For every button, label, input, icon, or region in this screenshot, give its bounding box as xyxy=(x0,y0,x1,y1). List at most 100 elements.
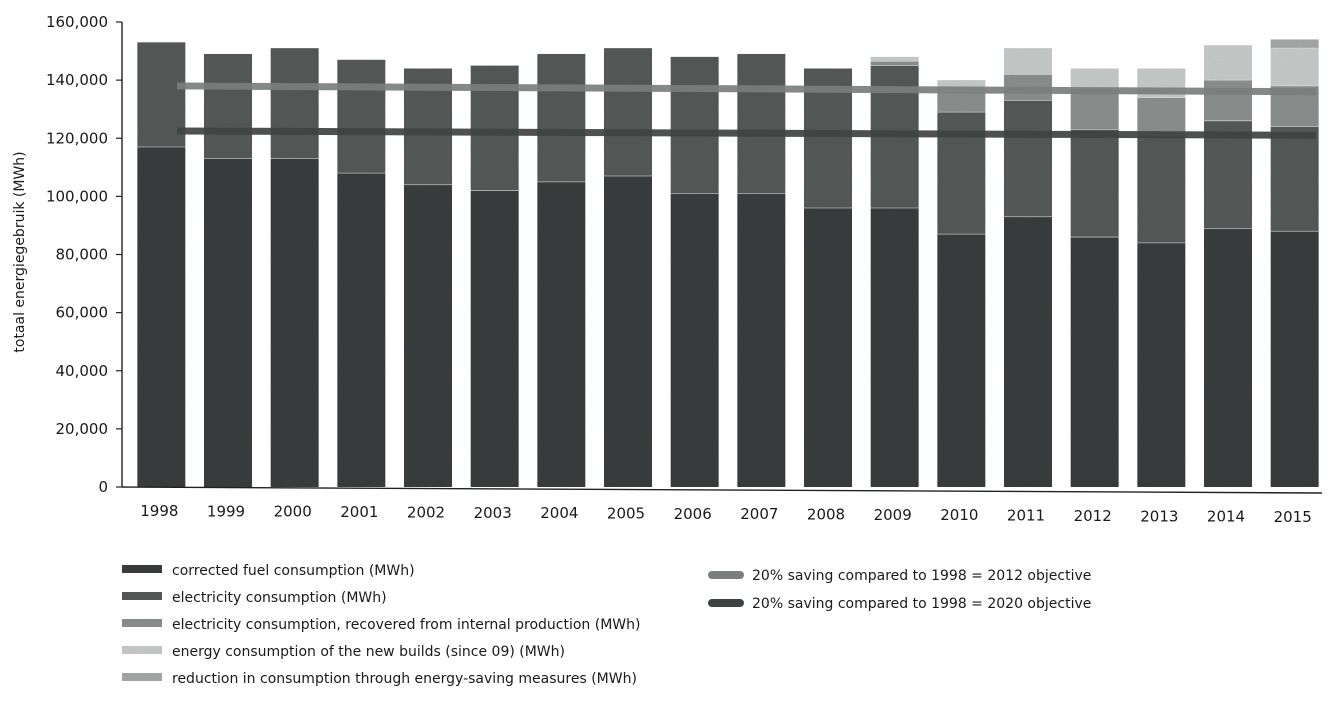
bar-stack-2015 xyxy=(1270,39,1319,487)
bar-segment xyxy=(404,184,452,487)
bar-segment xyxy=(670,193,719,487)
bar-segment xyxy=(537,53,586,182)
bar-stack-2010 xyxy=(937,80,986,487)
bar-segment xyxy=(1137,97,1186,136)
legend-label: corrected fuel consumption (MWh) xyxy=(172,563,415,579)
y-axis-label: totaal energiegebruik (MWh) xyxy=(12,151,28,352)
y-tick-label: 20,000 xyxy=(56,420,109,438)
x-tick-label: 2007 xyxy=(740,505,778,523)
legend: corrected fuel consumption (MWh) electric… xyxy=(122,563,1091,687)
x-tick-label: 2006 xyxy=(674,505,712,523)
bar-segment xyxy=(1204,45,1252,81)
bar-segment xyxy=(870,61,919,66)
x-tick-label: 2001 xyxy=(340,503,378,521)
bar-segment xyxy=(937,234,986,487)
y-tick-label: 100,000 xyxy=(46,187,108,205)
bar-segment xyxy=(737,53,786,194)
bar-segment xyxy=(204,158,252,487)
bar-segment xyxy=(270,158,319,487)
y-axis-ticks: 0 20,000 40,000 60,000 80,000 100,000 120,000 1… xyxy=(46,13,122,496)
y-tick-label: 40,000 xyxy=(56,362,109,380)
legend-swatch xyxy=(122,565,162,573)
legend-label: electricity consumption, recovered from … xyxy=(172,617,640,633)
bar-segment xyxy=(537,181,586,487)
x-tick-label: 2014 xyxy=(1207,508,1245,526)
bar-segment xyxy=(337,173,386,487)
legend-swatch xyxy=(122,592,162,600)
bar-stack-2005 xyxy=(604,48,652,487)
bar-stack-1999 xyxy=(204,53,252,487)
bar-segment xyxy=(1204,80,1252,121)
x-tick-label: 2010 xyxy=(940,506,978,524)
bar-segment xyxy=(870,56,919,62)
legend-label: reduction in consumption through energy-… xyxy=(172,671,637,687)
bar-segment xyxy=(1070,88,1119,130)
x-tick-label: 2002 xyxy=(407,503,445,521)
x-tick-label: 2012 xyxy=(1074,507,1112,525)
bar-segment xyxy=(337,59,386,174)
bar-segment xyxy=(1004,216,1052,487)
bar-segment xyxy=(1137,242,1186,487)
y-tick-label: 140,000 xyxy=(46,71,108,89)
x-tick-label: 2009 xyxy=(874,506,912,524)
bar-segment xyxy=(270,48,319,159)
x-tick-label: 2011 xyxy=(1007,507,1045,525)
legend-swatch xyxy=(708,599,744,607)
bar-segment xyxy=(1270,48,1319,86)
x-axis-ticks: 1998 1999 2000 2001 2002 2003 2004 2005 2006 2007… xyxy=(140,502,1312,526)
bar-segment xyxy=(937,112,986,235)
bar-segment xyxy=(1270,126,1319,232)
bar-segment xyxy=(470,190,519,487)
bar-segment xyxy=(1070,68,1119,89)
x-tick-label: 2003 xyxy=(474,504,512,522)
y-tick-label: 0 xyxy=(98,478,108,496)
bar-segment xyxy=(137,146,186,487)
bar-stack-2014 xyxy=(1204,45,1252,487)
x-tick-label: 1999 xyxy=(207,502,245,520)
y-tick-label: 80,000 xyxy=(56,246,109,264)
x-tick-label: 2008 xyxy=(807,506,845,524)
bar-stack-2006 xyxy=(670,56,719,487)
bar-stack-2004 xyxy=(537,53,586,487)
x-axis-line xyxy=(121,486,1323,494)
bar-stack-1998 xyxy=(137,42,186,487)
bar-segment xyxy=(870,208,919,487)
bar-stack-2000 xyxy=(270,48,319,487)
bar-stack-2009 xyxy=(870,56,919,487)
objective-lines xyxy=(176,82,1317,139)
bar-segment xyxy=(937,80,986,92)
y-tick-label: 160,000 xyxy=(46,13,108,31)
bar-segment xyxy=(1004,100,1052,217)
objective-line-1 xyxy=(176,82,1317,96)
axes xyxy=(121,22,1323,494)
x-tick-label: 1998 xyxy=(140,502,178,520)
legend-swatch xyxy=(708,571,744,579)
bar-segment xyxy=(1270,231,1319,487)
bar-segment xyxy=(1070,129,1119,238)
legend-swatch xyxy=(122,619,162,627)
bar-stack-2001 xyxy=(337,59,386,487)
y-tick-label: 60,000 xyxy=(56,304,109,322)
x-tick-label: 2004 xyxy=(540,504,578,522)
bar-stack-2011 xyxy=(1004,48,1052,487)
bar-segment xyxy=(604,48,652,177)
x-tick-label: 2015 xyxy=(1274,508,1312,526)
objective-line-2 xyxy=(176,127,1317,139)
bar-segment xyxy=(1204,120,1252,229)
legend-label: 20% saving compared to 1998 = 2020 objec… xyxy=(752,596,1091,612)
bar-segment xyxy=(604,176,652,487)
bar-segment xyxy=(737,193,786,487)
bars xyxy=(137,39,1319,487)
bar-segment xyxy=(937,91,986,113)
bar-segment xyxy=(204,53,252,159)
bar-stack-2007 xyxy=(737,53,786,487)
bar-segment xyxy=(804,208,852,487)
bar-stack-2013 xyxy=(1137,68,1186,487)
bar-segment xyxy=(1204,228,1252,487)
bar-stack-2012 xyxy=(1070,68,1119,487)
legend-label: electricity consumption (MWh) xyxy=(172,590,387,606)
legend-swatch xyxy=(122,646,162,654)
bar-segment xyxy=(1137,135,1186,243)
x-tick-label: 2013 xyxy=(1140,507,1178,525)
